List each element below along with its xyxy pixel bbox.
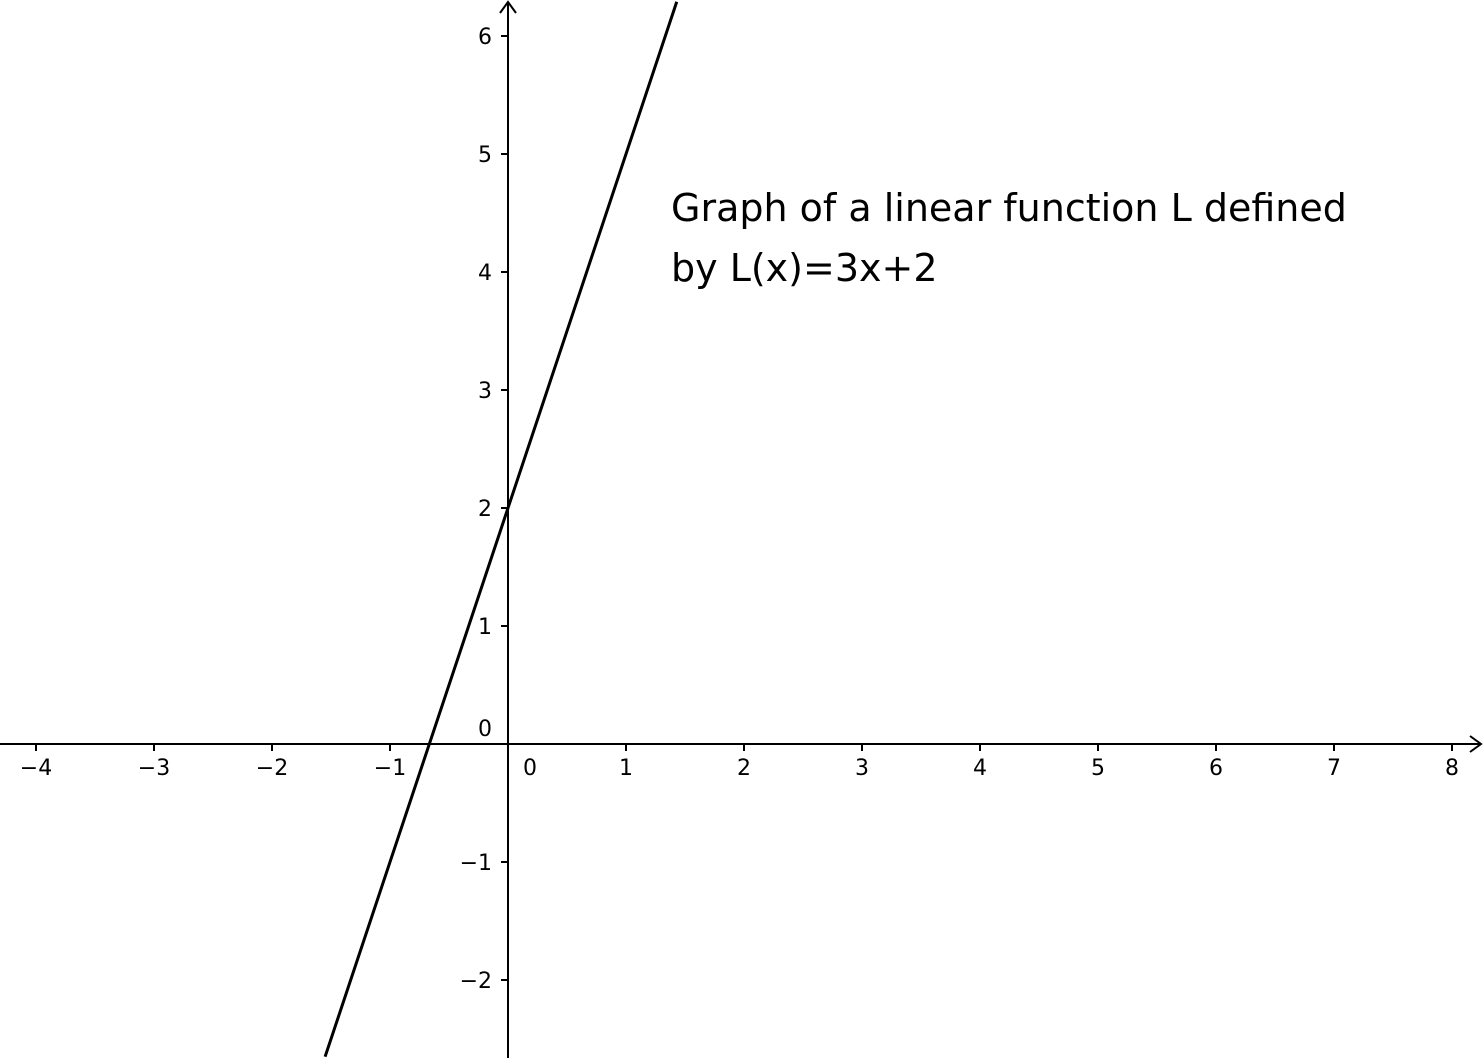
x-tick-label: −4 xyxy=(20,756,52,781)
y-tick-label: 5 xyxy=(478,143,492,168)
y-tick-label: 1 xyxy=(478,615,492,640)
y-tick-label: 4 xyxy=(478,261,492,286)
y-tick-label: 6 xyxy=(478,25,492,50)
annotation-line-2: by L(x)=3x+2 xyxy=(671,246,938,290)
y-tick-label: −2 xyxy=(460,969,492,994)
annotation-line-1: Graph of a linear function L defined xyxy=(671,186,1347,230)
y-axis-ticks: 6 5 4 3 2 1 −1 −2 0 xyxy=(460,25,508,994)
y-origin-label: 0 xyxy=(478,717,492,742)
y-tick-label: −1 xyxy=(460,851,492,876)
y-axis-arrow xyxy=(499,0,517,14)
x-tick-label: 2 xyxy=(737,756,751,781)
x-tick-label: 6 xyxy=(1209,756,1223,781)
x-axis-ticks: −4 −3 −2 −1 1 2 3 4 5 6 7 8 0 xyxy=(20,744,1459,781)
chart-annotation: Graph of a linear function L defined by … xyxy=(671,178,1347,298)
x-axis-arrow xyxy=(1469,735,1483,753)
x-tick-label: −2 xyxy=(256,756,288,781)
x-tick-label: −3 xyxy=(138,756,170,781)
x-tick-label: 1 xyxy=(619,756,633,781)
x-tick-label: 5 xyxy=(1091,756,1105,781)
x-tick-label: 4 xyxy=(973,756,987,781)
x-origin-label: 0 xyxy=(523,756,537,781)
y-tick-label: 2 xyxy=(478,497,492,522)
series-group xyxy=(323,1,679,1058)
x-tick-label: 8 xyxy=(1445,756,1459,781)
function-line xyxy=(323,1,679,1058)
x-tick-label: 7 xyxy=(1327,756,1341,781)
y-tick-label: 3 xyxy=(478,379,492,404)
x-tick-label: 3 xyxy=(855,756,869,781)
x-tick-label: −1 xyxy=(374,756,406,781)
